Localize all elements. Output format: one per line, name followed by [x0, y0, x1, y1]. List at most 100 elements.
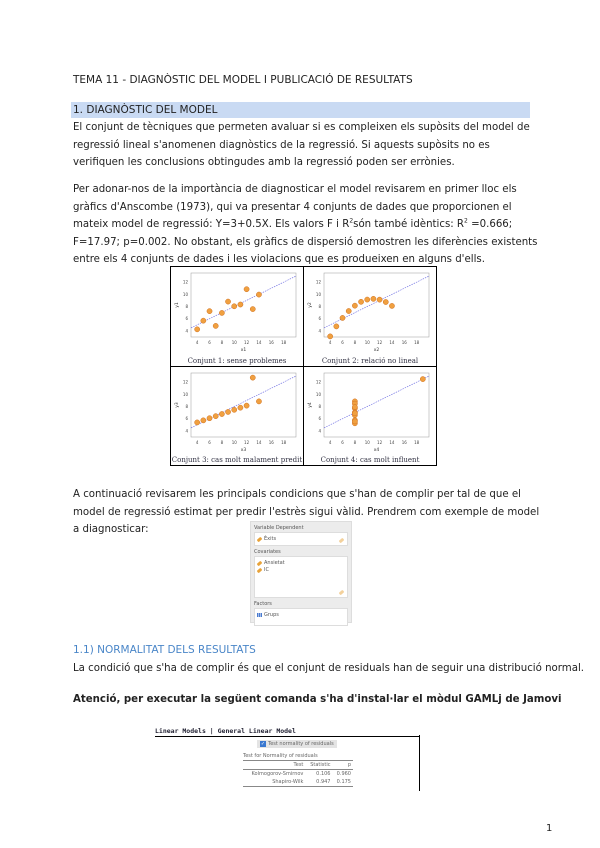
- y-tick-label: 8: [318, 304, 321, 309]
- data-point: [352, 409, 358, 416]
- x-tick-label: 18: [281, 340, 287, 345]
- x-tick-label: 14: [256, 340, 262, 345]
- y-tick-label: 6: [185, 316, 188, 321]
- data-point: [219, 410, 225, 417]
- x-axis-label: x3: [241, 447, 247, 453]
- x-tick-label: 16: [402, 340, 408, 345]
- y-tick-label: 8: [185, 304, 188, 309]
- continuous-variable-icon: [256, 536, 263, 542]
- x-tick-label: 14: [389, 440, 395, 445]
- variable: IC: [264, 567, 269, 573]
- data-point: [352, 418, 358, 424]
- covariates-box[interactable]: Ansietat IC: [254, 556, 348, 598]
- data-point: [243, 286, 250, 293]
- data-point: [249, 374, 256, 380]
- data-point: [237, 301, 244, 308]
- regression-line: [323, 375, 430, 428]
- y-tick-label: 10: [316, 391, 322, 396]
- table-row: Kolmogorov-Smirnov 0.106 0.960: [243, 770, 353, 779]
- text: =0.666; F=17.97; p=0.002. No obstant, el…: [73, 219, 538, 265]
- x-tick-label: 18: [281, 440, 287, 445]
- data-point: [419, 375, 426, 382]
- normality-checkbox[interactable]: ✓ Test normality of residuals: [257, 740, 337, 748]
- data-point: [200, 317, 207, 324]
- panel-caption: Conjunt 3: cas molt malament predit: [171, 456, 303, 464]
- y-tick-label: 8: [318, 404, 321, 409]
- x-tick-label: 14: [389, 340, 395, 345]
- text: Per adonar-nos de la importància de diag…: [73, 184, 517, 230]
- paragraph: La condició que s'ha de complir és que e…: [73, 663, 585, 674]
- data-point: [231, 303, 238, 310]
- x-tick-label: 8: [221, 440, 224, 445]
- y-tick-label: 6: [318, 416, 321, 421]
- x-tick-label: 16: [269, 340, 275, 345]
- x-tick-label: 12: [377, 440, 383, 445]
- data-point: [389, 303, 395, 309]
- x-tick-label: 16: [402, 440, 408, 445]
- data-point: [231, 406, 238, 413]
- y-tick-label: 12: [183, 379, 189, 384]
- x-tick-label: 4: [196, 340, 199, 345]
- x-axis-label: x2: [374, 347, 380, 353]
- table-title: Test for Normality of residuals: [243, 753, 318, 759]
- x-tick-label: 16: [269, 440, 275, 445]
- dependent-box[interactable]: Èxits: [254, 532, 348, 546]
- data-point: [212, 412, 219, 419]
- y-tick-label: 6: [185, 416, 188, 421]
- dependent-label: Variable Dependent: [254, 525, 304, 531]
- panel: 4 6 8 10 12 14 16 18 4 6 8 10 12 x4 y4 Conjunt 4: cas m…: [304, 366, 436, 465]
- x-tick-label: 12: [377, 340, 383, 345]
- plot-frame: [190, 272, 297, 338]
- col-header: Statistic: [305, 760, 333, 770]
- variable: Grups: [264, 612, 279, 618]
- panel: 4 6 8 10 12 14 16 18 4 6 8 10 12 x2 y2 Conjunt 2: relac…: [304, 267, 436, 366]
- y-tick-label: 4: [185, 428, 188, 433]
- data-point: [327, 333, 334, 340]
- page-title: TEMA 11 - DIAGNÒSTIC DEL MODEL I PUBLICA…: [73, 74, 413, 86]
- panel: 4 6 8 10 12 14 16 18 4 6 8 10 12 x3 y3 Conjunt 3: cas m…: [171, 366, 303, 465]
- plot-frame: [323, 372, 430, 437]
- anscombe-figure: 4 6 8 10 12 14 16 18 4 6 8 10 12 x1 y1 Conjunt 1: sense…: [170, 266, 437, 466]
- x-tick-label: 10: [365, 340, 371, 345]
- x-tick-label: 10: [232, 440, 238, 445]
- col-header: Test: [243, 760, 306, 770]
- y-tick-label: 12: [316, 280, 322, 285]
- cell: 0.175: [332, 778, 353, 787]
- paragraph: A continuació revisarem les principals c…: [73, 489, 540, 535]
- continuous-variable-icon: [338, 537, 345, 544]
- x-tick-label: 8: [354, 340, 357, 345]
- x-tick-label: 4: [329, 440, 332, 445]
- y-tick-label: 12: [183, 280, 189, 285]
- data-point: [364, 296, 371, 303]
- cell: Kolmogorov-Smirnov: [251, 771, 304, 777]
- jamovi-variables-panel: Variable Dependent Èxits Covariates Ansi…: [250, 521, 352, 626]
- regression-line: [323, 275, 430, 329]
- factors-box[interactable]: Grups: [254, 608, 348, 626]
- data-point: [345, 308, 352, 314]
- normality-table: Test for Normality of residuals Test Stat…: [243, 753, 353, 787]
- x-tick-label: 18: [414, 440, 420, 445]
- data-point: [194, 326, 201, 333]
- y-tick-label: 4: [318, 328, 321, 333]
- data-point: [352, 302, 358, 309]
- y-tick-label: 8: [185, 404, 188, 409]
- x-tick-label: 6: [208, 440, 211, 445]
- data-point: [243, 402, 250, 408]
- nominal-variable-icon: [257, 613, 262, 617]
- data-point: [219, 310, 225, 316]
- x-tick-label: 8: [354, 440, 357, 445]
- cell: 0.106: [316, 771, 331, 777]
- x-tick-label: 4: [329, 340, 332, 345]
- x-axis-label: x1: [241, 347, 247, 353]
- y-axis-label: y3: [174, 402, 180, 408]
- y-tick-label: 10: [183, 391, 189, 396]
- y-axis-label: y4: [307, 402, 313, 408]
- data-point: [212, 323, 219, 329]
- data-point: [206, 308, 213, 315]
- cell: 0.947: [305, 778, 333, 787]
- paragraph: El conjunt de tècniques que permeten ava…: [73, 122, 530, 168]
- x-tick-label: 4: [196, 440, 199, 445]
- page-number: 1: [546, 823, 553, 834]
- covariates-label: Covariates: [254, 549, 281, 555]
- data-point: [358, 298, 364, 305]
